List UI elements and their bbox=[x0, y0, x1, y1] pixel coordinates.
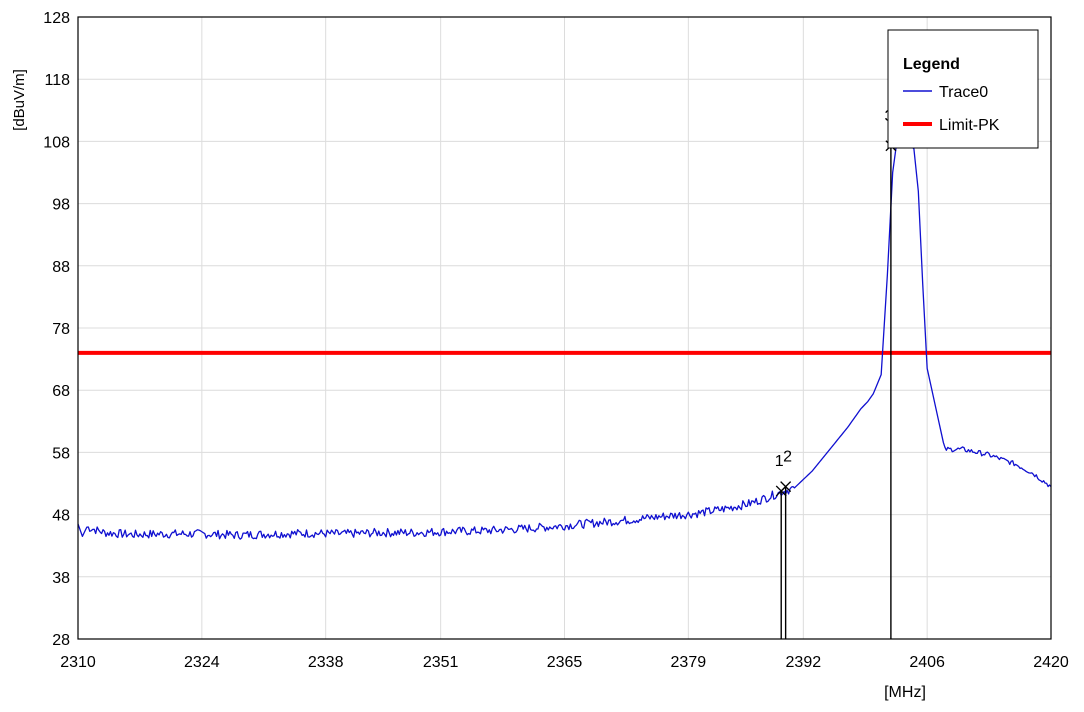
y-tick-label: 68 bbox=[52, 383, 70, 400]
legend-title: Legend bbox=[903, 56, 960, 73]
y-axis-label: [dBuV/m] bbox=[11, 69, 28, 131]
y-tick-label: 78 bbox=[52, 321, 70, 338]
legend-label-trace0: Trace0 bbox=[939, 84, 988, 101]
grid-layer bbox=[78, 17, 1051, 639]
y-tick-label: 128 bbox=[43, 10, 70, 27]
x-tick-label: 2406 bbox=[909, 654, 945, 671]
trace0-line bbox=[77, 143, 1052, 540]
plot-frame bbox=[77, 16, 1052, 640]
y-tick-label: 38 bbox=[52, 570, 70, 587]
x-tick-label: 2310 bbox=[60, 654, 96, 671]
y-tick-label: 108 bbox=[43, 134, 70, 151]
x-tick-label: 2351 bbox=[423, 654, 459, 671]
x-tick-label: 2420 bbox=[1033, 654, 1069, 671]
y-tick-label: 48 bbox=[52, 508, 70, 525]
y-tick-label: 98 bbox=[52, 197, 70, 214]
trace-layer bbox=[77, 143, 1052, 540]
legend-frame bbox=[887, 29, 1039, 149]
marker-1-label: 1 bbox=[775, 453, 784, 470]
marker-2-label: 2 bbox=[783, 449, 792, 466]
x-tick-label: 2379 bbox=[671, 654, 707, 671]
x-tick-label: 2324 bbox=[184, 654, 220, 671]
x-axis-label: [MHz] bbox=[884, 684, 926, 701]
legend-label-limit-pk: Limit-PK bbox=[939, 117, 1000, 134]
marker-2-cross bbox=[780, 481, 792, 493]
y-tick-label: 88 bbox=[52, 259, 70, 276]
legend-box: Legend Trace0 Limit-PK bbox=[887, 29, 1039, 149]
y-tick-label: 28 bbox=[52, 632, 70, 649]
marker-layer: 123 bbox=[775, 108, 897, 639]
y-tick-label: 118 bbox=[44, 72, 70, 89]
y-tick-label: 58 bbox=[52, 445, 70, 462]
x-tick-label: 2365 bbox=[547, 654, 583, 671]
x-tick-label: 2392 bbox=[786, 654, 822, 671]
tick-layer: 2310 2324 2338 2351 2365 2379 2392 2406 2420 28 38… bbox=[43, 10, 1069, 671]
x-tick-label: 2338 bbox=[308, 654, 344, 671]
